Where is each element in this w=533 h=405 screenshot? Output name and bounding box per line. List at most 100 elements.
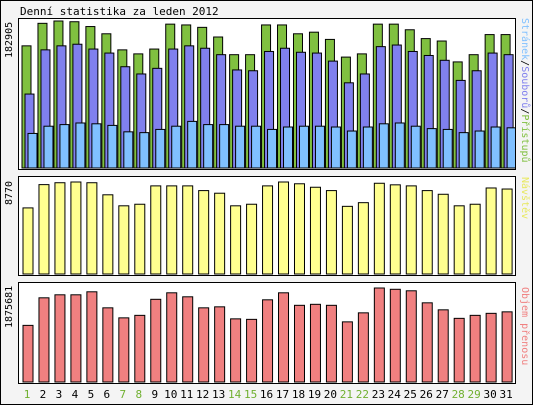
bar-objem-day-13 bbox=[214, 306, 226, 383]
bar-navstev-day-23 bbox=[373, 182, 385, 275]
day-label-6: 6 bbox=[104, 388, 111, 401]
day-label-31: 31 bbox=[499, 388, 512, 401]
bar-stranek-day-5 bbox=[91, 123, 102, 169]
bar-objem-day-23 bbox=[373, 287, 385, 383]
bar-objem-day-15 bbox=[246, 318, 258, 383]
bar-stranek-day-24 bbox=[394, 122, 405, 169]
bar-navstev-day-27 bbox=[437, 193, 449, 275]
day-label-30: 30 bbox=[484, 388, 497, 401]
bar-objem-day-31 bbox=[501, 311, 513, 383]
day-label-21: 21 bbox=[340, 388, 353, 401]
bar-objem-day-8 bbox=[134, 314, 146, 383]
bar-objem-day-25 bbox=[405, 290, 417, 383]
bar-stranek-day-16 bbox=[267, 128, 278, 169]
day-label-26: 26 bbox=[420, 388, 433, 401]
bar-navstev-day-12 bbox=[198, 190, 210, 275]
day-label-7: 7 bbox=[120, 388, 127, 401]
bar-objem-day-9 bbox=[150, 298, 162, 383]
day-label-11: 11 bbox=[180, 388, 193, 401]
day-label-22: 22 bbox=[356, 388, 369, 401]
bar-navstev-day-5 bbox=[86, 182, 98, 275]
day-label-10: 10 bbox=[164, 388, 177, 401]
kbytes-panel bbox=[18, 282, 516, 384]
bar-objem-day-12 bbox=[198, 307, 210, 383]
bar-stranek-day-31 bbox=[506, 127, 515, 169]
bar-stranek-day-6 bbox=[107, 124, 118, 169]
bar-navstev-day-19 bbox=[309, 186, 321, 275]
bar-objem-day-10 bbox=[166, 292, 178, 383]
legend-souboru: Souborů bbox=[519, 66, 530, 109]
bar-stranek-day-2 bbox=[43, 125, 54, 169]
day-label-27: 27 bbox=[436, 388, 449, 401]
bar-navstev-day-7 bbox=[118, 205, 130, 275]
bar-navstev-day-29 bbox=[469, 203, 481, 275]
bar-stranek-day-13 bbox=[219, 124, 230, 169]
legend-stranek: Stránek bbox=[519, 18, 530, 61]
bar-navstev-day-3 bbox=[54, 182, 66, 275]
bar-stranek-day-3 bbox=[59, 124, 70, 169]
bar-objem-day-28 bbox=[453, 317, 465, 383]
bar-objem-day-11 bbox=[182, 296, 194, 383]
bar-navstev-day-9 bbox=[150, 185, 162, 275]
day-label-1: 1 bbox=[24, 388, 31, 401]
day-label-5: 5 bbox=[88, 388, 95, 401]
bar-objem-day-21 bbox=[341, 321, 353, 383]
day-label-8: 8 bbox=[135, 388, 142, 401]
bar-stranek-day-20 bbox=[330, 126, 341, 169]
bar-stranek-day-26 bbox=[426, 128, 437, 169]
bar-objem-day-7 bbox=[118, 317, 130, 383]
bar-navstev-day-14 bbox=[230, 205, 242, 275]
bar-objem-day-14 bbox=[230, 318, 242, 383]
kbytes-bars bbox=[22, 287, 513, 383]
bar-navstev-day-18 bbox=[293, 183, 305, 275]
bar-navstev-day-20 bbox=[325, 190, 337, 275]
day-label-25: 25 bbox=[404, 388, 417, 401]
visits-bars bbox=[22, 181, 513, 275]
bar-stranek-day-8 bbox=[139, 132, 150, 169]
visits-ymax-label: 8770 bbox=[4, 180, 15, 205]
day-axis-labels: 1 2 3 4 5 6 7 8 9 10 11 12 13 14 15 16 17 18 19 20 21 22 23 24 2… bbox=[24, 388, 513, 401]
day-label-14: 14 bbox=[228, 388, 242, 401]
day-label-17: 17 bbox=[276, 388, 289, 401]
bar-navstev-day-24 bbox=[389, 184, 401, 275]
bar-objem-day-19 bbox=[309, 303, 321, 383]
day-label-9: 9 bbox=[151, 388, 158, 401]
bar-stranek-day-27 bbox=[442, 128, 453, 169]
day-label-13: 13 bbox=[212, 388, 225, 401]
hits-ymax-label: 182905 bbox=[4, 21, 15, 58]
bar-navstev-day-16 bbox=[262, 185, 274, 275]
bar-navstev-day-17 bbox=[278, 181, 290, 275]
day-label-15: 15 bbox=[244, 388, 257, 401]
bar-objem-day-17 bbox=[278, 292, 290, 383]
kbytes-ymax-label: 1875681 bbox=[4, 285, 15, 328]
day-label-2: 2 bbox=[40, 388, 47, 401]
bar-objem-day-16 bbox=[262, 299, 274, 383]
bar-objem-day-18 bbox=[293, 304, 305, 383]
bar-navstev-day-28 bbox=[453, 205, 465, 275]
bar-navstev-day-13 bbox=[214, 192, 226, 275]
bar-stranek-day-18 bbox=[298, 125, 309, 169]
day-label-23: 23 bbox=[372, 388, 385, 401]
bar-objem-day-24 bbox=[389, 288, 401, 383]
bar-navstev-day-31 bbox=[501, 188, 513, 275]
bar-stranek-day-9 bbox=[155, 128, 166, 169]
bar-stranek-day-7 bbox=[123, 131, 134, 169]
bar-objem-day-5 bbox=[86, 291, 98, 383]
bar-navstev-day-25 bbox=[405, 185, 417, 275]
kbytes-right-legend: Objem přenosu bbox=[519, 287, 530, 366]
bar-stranek-day-17 bbox=[283, 126, 294, 169]
bar-stranek-day-14 bbox=[235, 125, 246, 169]
day-label-12: 12 bbox=[196, 388, 209, 401]
bar-stranek-day-29 bbox=[474, 130, 485, 169]
bar-objem-day-6 bbox=[102, 307, 114, 383]
hits-right-legend: Stránek/Souborů/Přístupů bbox=[519, 18, 530, 163]
day-label-16: 16 bbox=[260, 388, 273, 401]
bar-objem-day-30 bbox=[485, 312, 497, 383]
day-label-3: 3 bbox=[56, 388, 63, 401]
bar-navstev-day-26 bbox=[421, 190, 433, 275]
hits-files-pages-bars bbox=[21, 20, 515, 169]
bar-navstev-day-21 bbox=[341, 205, 353, 275]
bar-objem-day-1 bbox=[22, 324, 34, 383]
bar-stranek-day-4 bbox=[75, 122, 86, 169]
bar-stranek-day-30 bbox=[490, 126, 501, 169]
